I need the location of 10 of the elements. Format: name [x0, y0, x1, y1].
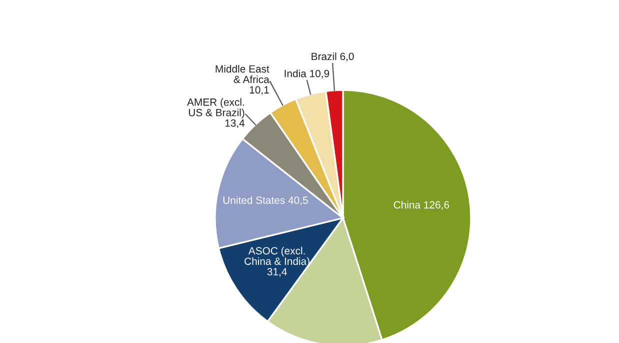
- slice-label: ASOC (excl. China & India): [244, 246, 310, 267]
- slice-label: India 10,9: [284, 70, 330, 78]
- slice-label: Middle East & Africa: [216, 64, 270, 84]
- data-label: 31,4: [267, 268, 287, 277]
- slice-label: AMER (excl. US & Brazil): [187, 98, 244, 118]
- slice-label: Brazil 6,0: [312, 52, 354, 62]
- data-label: 13,4: [225, 119, 245, 128]
- slice-label: United States 40,5: [223, 196, 308, 206]
- slice-label: China 126,6: [394, 200, 450, 210]
- data-label: 10,1: [250, 86, 269, 95]
